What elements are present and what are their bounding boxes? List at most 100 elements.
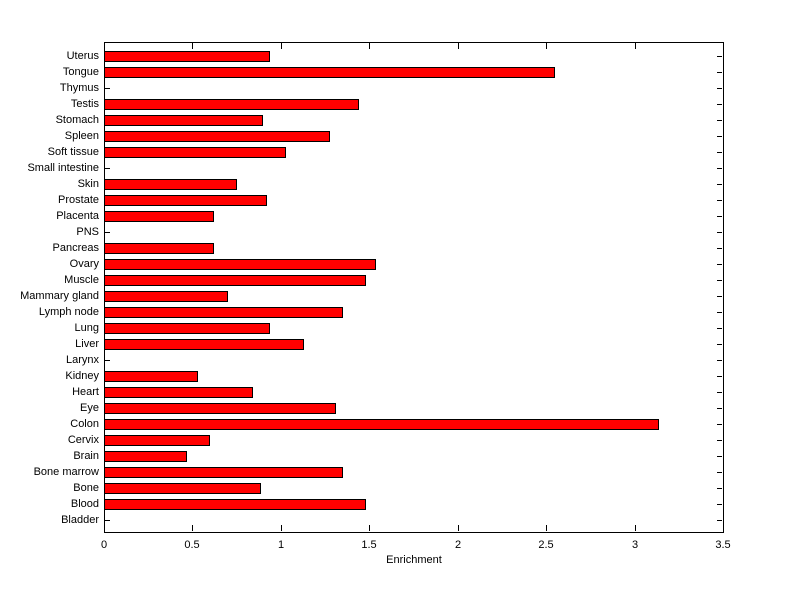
- y-tick-right-lung: [717, 328, 722, 329]
- y-tick-label-ovary: Ovary: [69, 258, 99, 270]
- y-tick-right-colon: [717, 424, 722, 425]
- y-tick-right-liver: [717, 344, 722, 345]
- x-tick-bottom-0: [104, 525, 105, 531]
- bar-prostate: [104, 195, 267, 206]
- y-tick-label-uterus: Uterus: [66, 50, 99, 62]
- bar-lymph-node: [104, 307, 343, 318]
- y-tick-label-stomach: Stomach: [55, 114, 99, 126]
- x-tick-top-2.5: [546, 43, 547, 49]
- bar-bone-marrow: [104, 467, 343, 478]
- x-tick-bottom-0.5: [192, 525, 193, 531]
- bar-liver: [104, 339, 304, 350]
- y-tick-label-soft-tissue: Soft tissue: [47, 146, 99, 158]
- y-tick-right-pns: [717, 232, 722, 233]
- y-tick-right-small-intestine: [717, 168, 722, 169]
- y-tick-right-soft-tissue: [717, 152, 722, 153]
- y-tick-right-kidney: [717, 376, 722, 377]
- y-tick-label-tongue: Tongue: [62, 66, 99, 78]
- bar-ovary: [104, 259, 376, 270]
- bar-uterus: [104, 51, 270, 62]
- y-tick-right-bladder: [717, 520, 722, 521]
- bar-soft-tissue: [104, 147, 286, 158]
- x-tick-top-2: [458, 43, 459, 49]
- y-tick-label-prostate: Prostate: [58, 194, 99, 206]
- bar-blood: [104, 499, 366, 510]
- bar-mammary-gland: [104, 291, 228, 302]
- bar-lung: [104, 323, 270, 334]
- bar-bone: [104, 483, 261, 494]
- y-tick-right-cervix: [717, 440, 722, 441]
- x-tick-top-3.5: [723, 43, 724, 49]
- y-tick-right-blood: [717, 504, 722, 505]
- y-tick-left-small-intestine: [105, 168, 110, 169]
- x-tick-label-2.5: 2.5: [538, 539, 554, 551]
- y-tick-label-heart: Heart: [72, 386, 99, 398]
- y-tick-label-skin: Skin: [77, 178, 99, 190]
- y-tick-label-blood: Blood: [70, 498, 99, 510]
- y-tick-label-kidney: Kidney: [65, 370, 99, 382]
- y-tick-right-eye: [717, 408, 722, 409]
- y-tick-label-testis: Testis: [70, 98, 99, 110]
- bar-brain: [104, 451, 187, 462]
- y-tick-right-larynx: [717, 360, 722, 361]
- y-tick-label-bone-marrow: Bone marrow: [33, 466, 99, 478]
- y-tick-label-brain: Brain: [73, 450, 99, 462]
- y-tick-left-bladder: [105, 520, 110, 521]
- x-tick-label-2: 2: [454, 539, 462, 551]
- y-tick-label-pancreas: Pancreas: [52, 242, 99, 254]
- y-tick-label-colon: Colon: [70, 418, 99, 430]
- y-tick-label-pns: PNS: [76, 226, 99, 238]
- bar-testis: [104, 99, 359, 110]
- y-tick-right-thymus: [717, 88, 722, 89]
- x-tick-bottom-2.5: [546, 525, 547, 531]
- y-tick-label-muscle: Muscle: [64, 274, 99, 286]
- y-tick-right-testis: [717, 104, 722, 105]
- bar-muscle: [104, 275, 366, 286]
- y-tick-right-muscle: [717, 280, 722, 281]
- y-tick-right-bone: [717, 488, 722, 489]
- y-tick-right-brain: [717, 456, 722, 457]
- y-tick-right-prostate: [717, 200, 722, 201]
- y-tick-label-lymph-node: Lymph node: [38, 306, 99, 318]
- bar-tongue: [104, 67, 555, 78]
- y-tick-label-placenta: Placenta: [56, 210, 99, 222]
- x-tick-label-1.5: 1.5: [361, 539, 377, 551]
- bar-placenta: [104, 211, 214, 222]
- x-tick-bottom-3: [635, 525, 636, 531]
- x-axis-label: Enrichment: [386, 554, 442, 566]
- bar-stomach: [104, 115, 263, 126]
- y-tick-right-tongue: [717, 72, 722, 73]
- y-tick-right-pancreas: [717, 248, 722, 249]
- y-tick-left-thymus: [105, 88, 110, 89]
- x-tick-bottom-1.5: [369, 525, 370, 531]
- y-tick-right-mammary-gland: [717, 296, 722, 297]
- y-tick-label-bone: Bone: [73, 482, 99, 494]
- x-tick-top-0: [104, 43, 105, 49]
- bar-eye: [104, 403, 336, 414]
- y-tick-label-spleen: Spleen: [64, 130, 99, 142]
- y-tick-right-bone-marrow: [717, 472, 722, 473]
- y-tick-right-lymph-node: [717, 312, 722, 313]
- bar-cervix: [104, 435, 210, 446]
- y-tick-label-larynx: Larynx: [65, 354, 99, 366]
- y-tick-label-small-intestine: Small intestine: [27, 162, 99, 174]
- x-tick-top-0.5: [192, 43, 193, 49]
- y-tick-right-stomach: [717, 120, 722, 121]
- bar-heart: [104, 387, 253, 398]
- y-tick-label-bladder: Bladder: [61, 514, 99, 526]
- x-tick-bottom-2: [458, 525, 459, 531]
- bar-pancreas: [104, 243, 214, 254]
- x-tick-label-3.5: 3.5: [715, 539, 731, 551]
- bar-kidney: [104, 371, 198, 382]
- y-tick-label-liver: Liver: [75, 338, 99, 350]
- y-tick-right-uterus: [717, 56, 722, 57]
- x-tick-label-1: 1: [277, 539, 285, 551]
- y-tick-right-heart: [717, 392, 722, 393]
- y-tick-right-spleen: [717, 136, 722, 137]
- y-tick-right-skin: [717, 184, 722, 185]
- bar-skin: [104, 179, 237, 190]
- bar-colon: [104, 419, 659, 430]
- y-tick-label-cervix: Cervix: [67, 434, 99, 446]
- y-tick-right-ovary: [717, 264, 722, 265]
